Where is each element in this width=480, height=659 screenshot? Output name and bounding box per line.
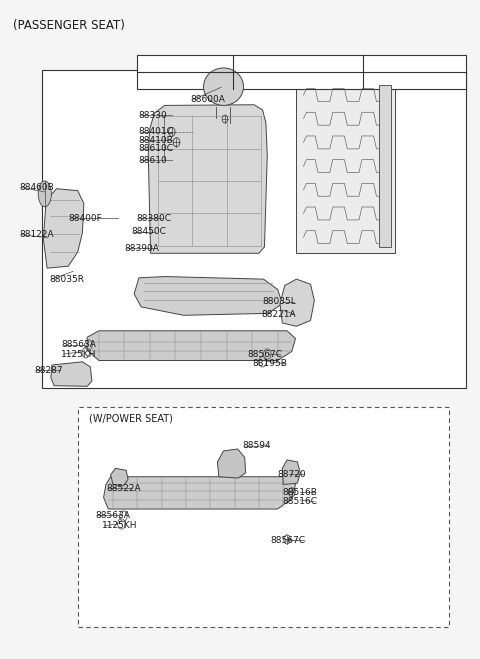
Text: 88563A: 88563A (95, 511, 130, 520)
Text: 88567C: 88567C (271, 536, 306, 544)
PathPatch shape (43, 188, 84, 268)
Text: 88410B: 88410B (139, 136, 174, 145)
Text: SEAT ASSY: SEAT ASSY (386, 75, 442, 85)
Text: 88610: 88610 (139, 156, 168, 165)
Text: 88380C: 88380C (136, 214, 171, 223)
Text: 1125KH: 1125KH (102, 521, 138, 530)
Text: 88330: 88330 (139, 111, 168, 119)
Text: 20060301~: 20060301~ (154, 75, 215, 85)
Text: Period: Period (168, 59, 201, 69)
PathPatch shape (104, 476, 296, 509)
Text: 88720: 88720 (277, 470, 306, 478)
PathPatch shape (217, 449, 246, 478)
Text: 88002M: 88002M (222, 59, 258, 68)
Text: 88516B: 88516B (283, 488, 318, 497)
Ellipse shape (38, 181, 51, 207)
Text: 88390A: 88390A (125, 244, 160, 252)
Text: 88567C: 88567C (247, 349, 282, 358)
PathPatch shape (51, 362, 92, 386)
PathPatch shape (87, 331, 296, 360)
Text: 88122A: 88122A (19, 230, 54, 239)
Text: 88563A: 88563A (61, 341, 96, 349)
Text: 88195B: 88195B (252, 359, 287, 368)
Bar (42, 70, 466, 387)
Text: (PASSENGER SEAT): (PASSENGER SEAT) (13, 20, 125, 32)
Ellipse shape (204, 68, 243, 105)
Text: ASSY: ASSY (401, 59, 428, 69)
PathPatch shape (110, 469, 128, 486)
Bar (379, 86, 391, 247)
Text: PODS: PODS (283, 75, 312, 85)
Bar (136, 55, 466, 88)
Text: 1125KH: 1125KH (61, 349, 97, 358)
Text: SENSOR TYPE: SENSOR TYPE (262, 59, 334, 69)
Bar (78, 407, 449, 627)
PathPatch shape (280, 279, 314, 326)
Bar (297, 79, 395, 253)
Text: 88460B: 88460B (19, 183, 54, 192)
Text: 88600A: 88600A (191, 95, 226, 104)
Text: 88594: 88594 (242, 442, 271, 450)
Text: 88221A: 88221A (262, 310, 297, 318)
Text: (W/POWER SEAT): (W/POWER SEAT) (89, 414, 173, 424)
PathPatch shape (134, 277, 282, 315)
Text: 88450C: 88450C (132, 227, 167, 237)
Text: 88035R: 88035R (49, 275, 84, 283)
PathPatch shape (282, 460, 300, 484)
PathPatch shape (148, 105, 267, 253)
Text: 88516C: 88516C (283, 498, 318, 506)
Text: 88035L: 88035L (263, 297, 297, 306)
Text: 88401C: 88401C (139, 127, 174, 136)
Text: 88400F: 88400F (68, 214, 102, 223)
Text: 88610C: 88610C (139, 144, 174, 153)
Text: 88287: 88287 (34, 366, 62, 375)
Text: 88522A: 88522A (106, 484, 141, 493)
